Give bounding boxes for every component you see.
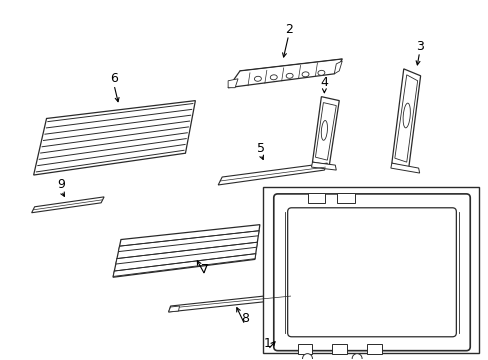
Polygon shape — [116, 242, 257, 264]
Bar — [297, 344, 312, 354]
Polygon shape — [315, 103, 336, 160]
Polygon shape — [168, 293, 291, 312]
Text: 2: 2 — [284, 23, 292, 36]
Text: 8: 8 — [241, 312, 248, 325]
Polygon shape — [334, 61, 342, 74]
Polygon shape — [311, 162, 336, 170]
Bar — [332, 344, 346, 354]
Bar — [366, 344, 381, 354]
Polygon shape — [394, 75, 417, 162]
Text: 5: 5 — [256, 142, 264, 155]
Ellipse shape — [270, 75, 277, 80]
Circle shape — [351, 354, 361, 360]
Polygon shape — [228, 59, 342, 88]
Polygon shape — [390, 163, 419, 173]
Text: 3: 3 — [415, 40, 423, 53]
Ellipse shape — [254, 76, 261, 81]
Ellipse shape — [285, 73, 292, 78]
Text: 1: 1 — [264, 337, 271, 350]
Polygon shape — [391, 69, 420, 168]
Polygon shape — [228, 79, 238, 88]
Text: 4: 4 — [320, 76, 327, 89]
Ellipse shape — [321, 121, 327, 140]
Polygon shape — [113, 254, 255, 276]
Polygon shape — [32, 197, 104, 213]
Text: 7: 7 — [201, 263, 209, 276]
Ellipse shape — [402, 103, 409, 128]
Bar — [337, 193, 354, 203]
Polygon shape — [118, 231, 259, 252]
Bar — [263, 187, 478, 353]
Bar — [307, 193, 325, 203]
Text: 6: 6 — [110, 72, 118, 85]
Ellipse shape — [302, 72, 308, 77]
Text: 9: 9 — [58, 179, 65, 192]
Polygon shape — [113, 225, 259, 277]
Polygon shape — [34, 100, 195, 175]
Ellipse shape — [317, 70, 324, 75]
Polygon shape — [312, 96, 339, 165]
Polygon shape — [218, 163, 326, 185]
Circle shape — [302, 354, 312, 360]
Polygon shape — [168, 306, 179, 312]
